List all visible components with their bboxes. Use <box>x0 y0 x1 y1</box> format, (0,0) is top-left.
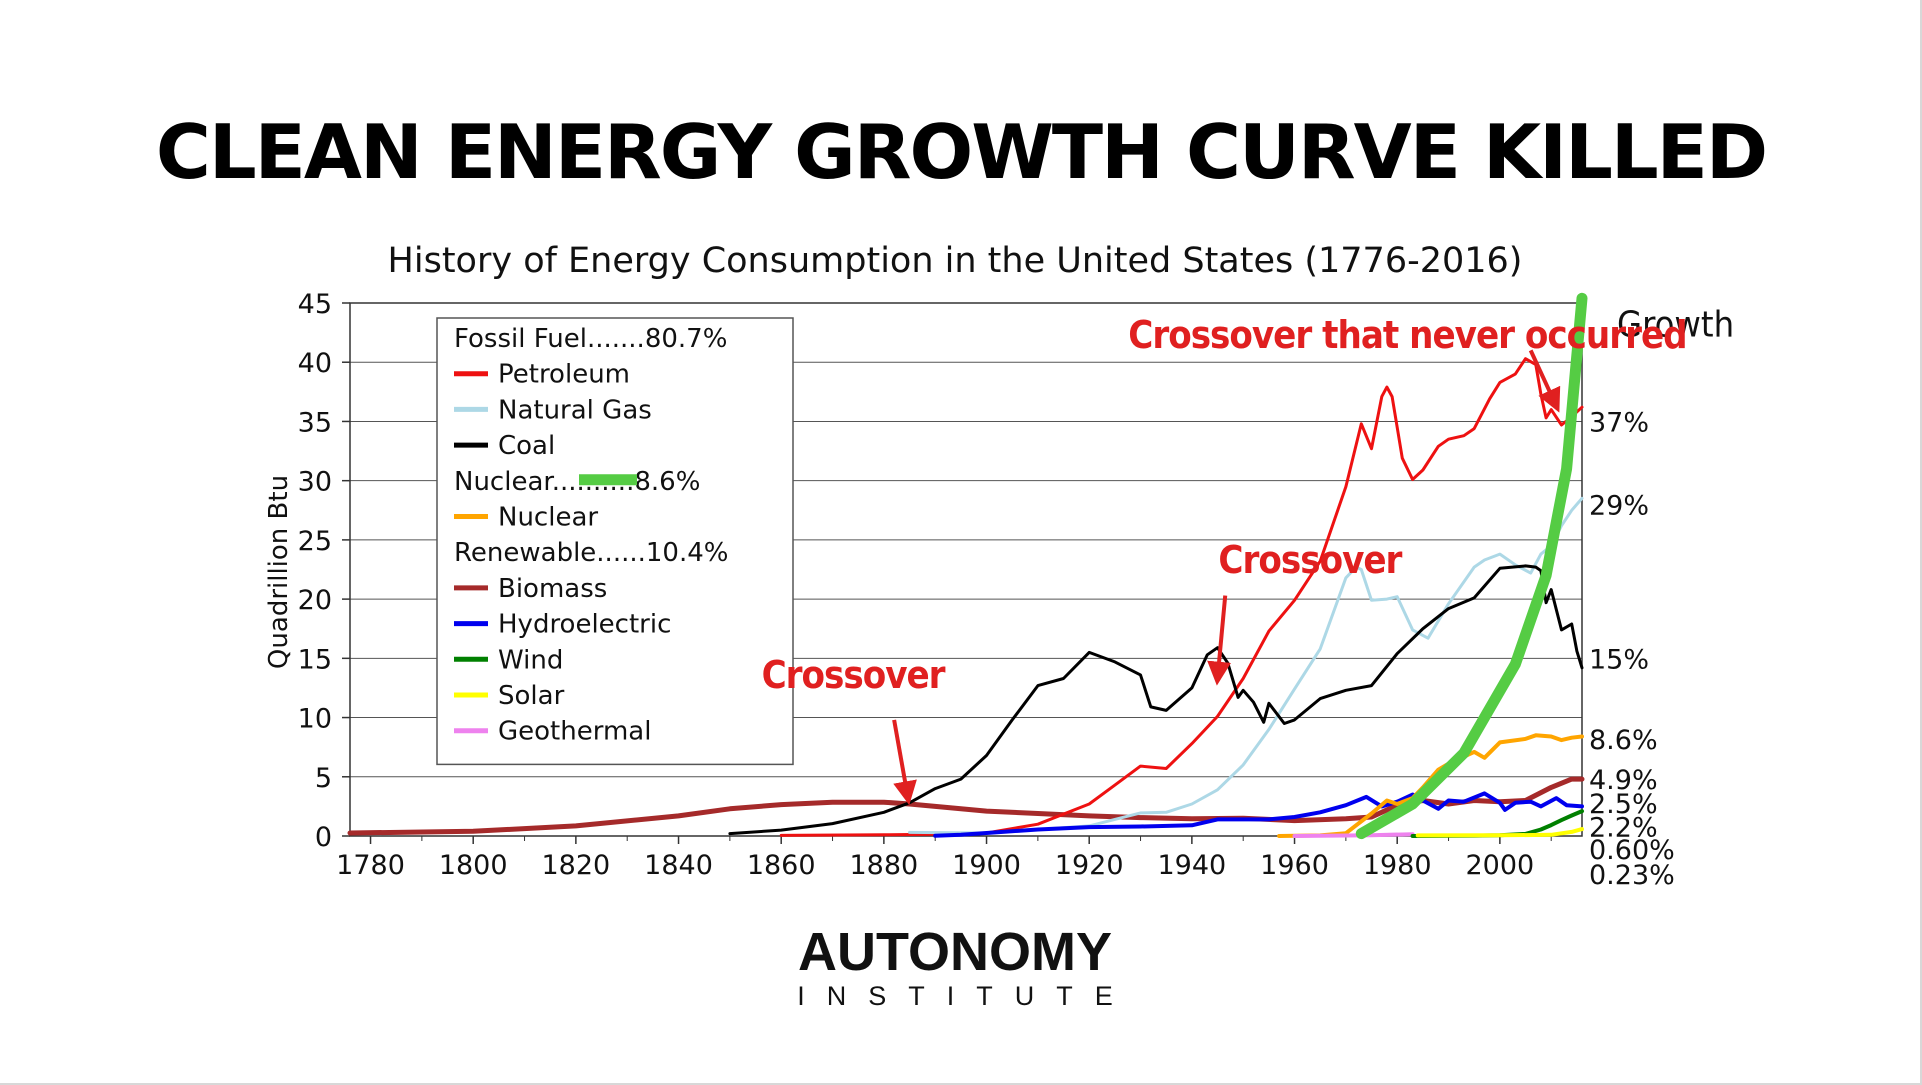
chart-title: History of Energy Consumption in the Uni… <box>388 241 1523 281</box>
series-line-solar <box>1415 827 1584 838</box>
share-label: 0.60% <box>1589 835 1675 866</box>
growth-label: Growth <box>1617 305 1734 346</box>
x-tick-label: 1980 <box>1363 850 1432 881</box>
x-tick-label: 1960 <box>1260 850 1329 881</box>
series-line-petroleum <box>779 357 1584 837</box>
share-label: 15% <box>1589 644 1649 675</box>
y-tick-label: 15 <box>298 644 332 675</box>
share-label: 37% <box>1589 407 1649 438</box>
legend-header: Renewable......10.4% <box>454 538 728 568</box>
annotation-label: Crossover that never occurred <box>1128 313 1686 357</box>
x-tick-label: 1940 <box>1158 850 1227 881</box>
right-labels: Growth 37% 29% 15% 8.6% 4.9%2.5%2.2%0.60%0.23… <box>1589 305 1734 891</box>
legend-box <box>436 317 794 766</box>
annotation-arrow <box>1528 349 1561 413</box>
series-line-hydroelectric <box>933 791 1584 838</box>
legend-label: Geothermal <box>498 717 651 747</box>
share-label: 4.9% <box>1589 765 1658 796</box>
y-tick-label: 45 <box>298 289 332 320</box>
x-tick-label: 1800 <box>439 850 508 881</box>
legend-label: Solar <box>498 681 565 711</box>
legend-label: Petroleum <box>498 360 630 390</box>
annotation-label: Crossover <box>1218 538 1402 582</box>
annotation-label: Crossover <box>762 653 946 697</box>
legend-label: Hydroelectric <box>498 610 671 640</box>
x-tick-label: 1880 <box>850 850 919 881</box>
series-line-geothermal <box>1292 832 1415 838</box>
x-tick-label: 1920 <box>1055 850 1124 881</box>
x-tick-label: 1900 <box>952 850 1021 881</box>
series-line-biomass <box>347 776 1585 836</box>
x-tick-label: 1860 <box>747 850 816 881</box>
share-label: 0.23% <box>1589 860 1675 891</box>
legend-label: Natural Gas <box>498 395 652 425</box>
annotation-arrow <box>1207 595 1232 686</box>
share-label: 2.2% <box>1589 813 1658 844</box>
y-tick-label: 5 <box>315 763 332 794</box>
legend-label: Biomass <box>498 574 607 604</box>
y-tick-label: 35 <box>298 407 332 438</box>
share-label: 29% <box>1589 490 1649 521</box>
legend-header-nuclear: Nuclear..........8.6% <box>454 467 700 497</box>
series-line-coal <box>728 564 1584 836</box>
x-tick-label: 2000 <box>1466 850 1535 881</box>
x-tick-label: 1820 <box>542 850 611 881</box>
series-line-natural-gas <box>908 496 1584 835</box>
annotations: Crossover that never occurred Crossover Cr… <box>762 313 1688 806</box>
legend-label: Coal <box>498 431 555 461</box>
share-label: 2.5% <box>1589 789 1658 820</box>
share-label: 8.6% <box>1589 725 1658 756</box>
legend-header: Fossil Fuel.......80.7% <box>454 324 727 354</box>
axes: 0 5 10 15 20 25 30 35 40 45 1780 1800 1820 1840 1860 18… <box>298 289 1552 881</box>
annotation-arrow <box>892 719 917 806</box>
legend: Fossil Fuel.......80.7% Petroleum Natural … <box>436 317 794 766</box>
series-line-growth <box>1355 292 1588 840</box>
y-tick-label: 25 <box>298 526 332 557</box>
y-tick-label: 20 <box>298 585 332 616</box>
headline: CLEAN ENERGY GROWTH CURVE KILLED <box>155 108 1768 196</box>
series-lines <box>347 292 1588 840</box>
x-tick-label: 1780 <box>336 850 405 881</box>
legend-label: Nuclear <box>498 503 598 533</box>
logo-sub-text: INSTITUTE <box>797 981 1135 1011</box>
logo-main-text: AUTONOMY <box>797 922 1112 982</box>
autonomy-institute-logo: AUTONOMY INSTITUTE <box>770 925 1140 1011</box>
y-tick-label: 30 <box>298 467 332 498</box>
y-axis-label: Quadrillion Btu <box>264 475 294 669</box>
x-tick-label: 1840 <box>644 850 713 881</box>
y-tick-label: 40 <box>298 348 332 379</box>
y-tick-label: 0 <box>315 822 332 853</box>
y-tick-label: 10 <box>298 704 332 735</box>
legend-label: Wind <box>498 645 563 675</box>
